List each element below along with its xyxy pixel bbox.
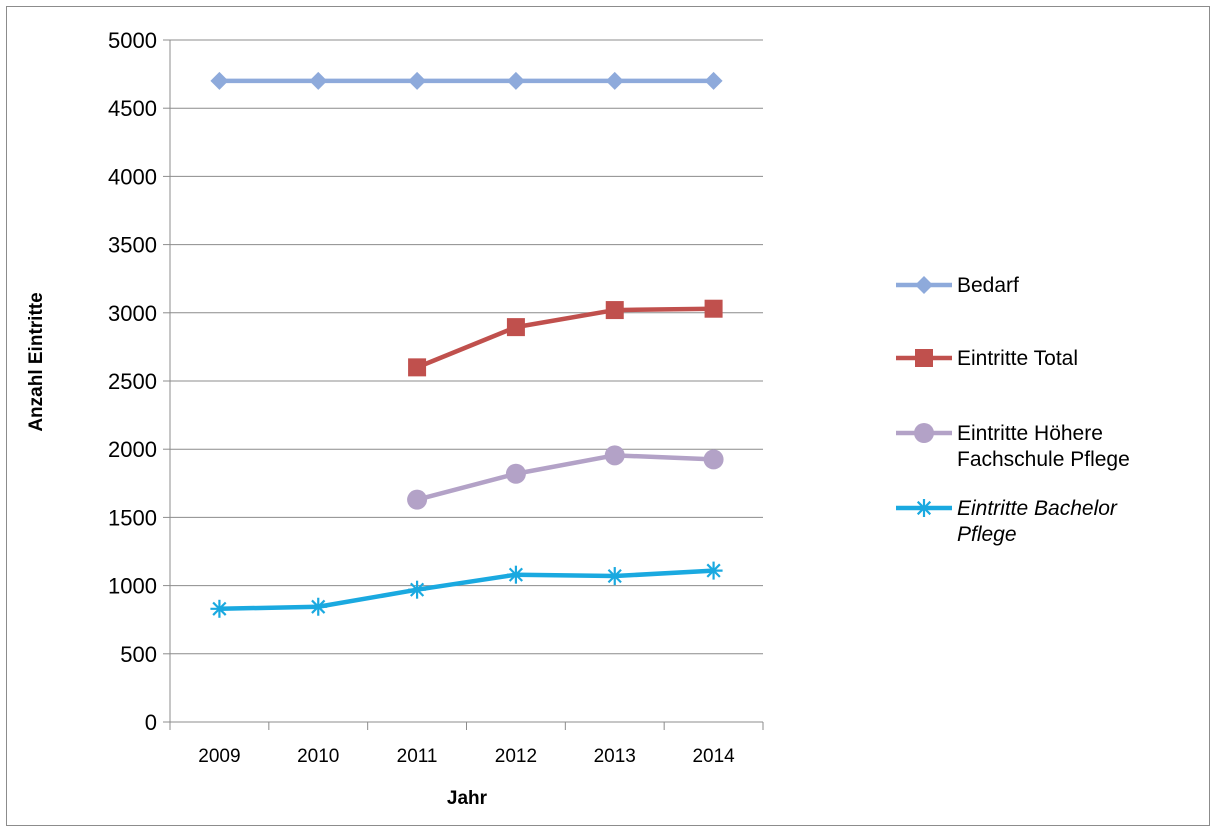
legend-label-line: Fachschule Pflege — [957, 448, 1130, 471]
legend-label: Eintritte Total — [957, 347, 1078, 370]
y-tick-label: 2000 — [108, 437, 157, 462]
legend-label-line: Bedarf — [957, 274, 1019, 297]
legend-item: Eintritte Höhere Fachschule Pflege — [896, 422, 1130, 471]
y-tick-label: 500 — [120, 642, 157, 667]
legend-item: Eintritte Bachelor Pflege — [896, 497, 1118, 546]
legend-item: Eintritte Total — [896, 347, 1078, 370]
y-tick-label: 2500 — [108, 369, 157, 394]
data-point — [704, 71, 723, 90]
grid-lines — [170, 39, 763, 655]
legend-label-line: Eintritte Total — [957, 347, 1078, 370]
y-tick-label: 4000 — [108, 164, 157, 189]
data-point — [605, 71, 624, 90]
data-point — [704, 561, 723, 580]
x-tick-labels: 2009 2010 2011 2012 2013 2014 — [198, 746, 735, 767]
data-point — [408, 71, 427, 90]
data-point — [605, 567, 624, 586]
x-tick-label: 2012 — [495, 746, 537, 767]
data-point — [605, 301, 624, 320]
legend-marker — [915, 349, 933, 367]
legend-marker — [915, 276, 933, 294]
x-tick-label: 2010 — [297, 746, 339, 767]
y-tick-labels: 0 500 1000 1500 2000 2500 3000 3500 4000 4500 5000 — [108, 28, 157, 735]
y-tick-label: 5000 — [108, 28, 157, 53]
legend: Bedarf Eintritte Total Eintritte Höhere Fac… — [896, 274, 1130, 546]
legend-marker — [914, 423, 934, 443]
data-point — [506, 71, 525, 90]
legend-label: Eintritte Höhere Fachschule Pflege — [957, 422, 1130, 471]
legend-item: Bedarf — [896, 274, 1019, 297]
data-point — [703, 449, 724, 470]
data-point — [506, 565, 525, 584]
series-2 — [407, 445, 724, 510]
y-tick-label: 0 — [145, 710, 157, 735]
y-tick-label: 3000 — [108, 301, 157, 326]
data-point — [506, 318, 525, 337]
x-tick-label: 2009 — [198, 746, 240, 767]
data-point — [408, 580, 427, 599]
y-tick-label: 1500 — [108, 505, 157, 530]
series-line — [416, 306, 714, 370]
x-tick-label: 2014 — [692, 746, 735, 767]
axes — [163, 39, 764, 730]
y-axis-label: Anzahl Eintritte — [26, 292, 47, 431]
legend-marker — [915, 499, 933, 517]
data-point — [407, 489, 428, 510]
legend-label-line: Pflege — [957, 523, 1017, 546]
x-axis-label: Jahr — [447, 788, 488, 809]
data-point — [704, 299, 723, 318]
series-group — [210, 71, 724, 618]
series-line — [219, 568, 714, 612]
series-3 — [210, 561, 723, 618]
data-point — [309, 71, 328, 90]
series-0 — [210, 71, 723, 90]
legend-label: Eintritte Bachelor Pflege — [957, 497, 1118, 546]
y-tick-label: 3500 — [108, 233, 157, 258]
data-point — [210, 599, 229, 618]
chart-frame — [6, 6, 1210, 826]
data-point — [408, 358, 427, 377]
legend-label-line: Eintritte Bachelor — [957, 497, 1118, 520]
x-tick-label: 2011 — [397, 746, 438, 767]
y-tick-label: 4500 — [108, 96, 157, 121]
y-tick-label: 1000 — [108, 574, 157, 599]
series-1 — [408, 299, 723, 377]
legend-label-line: Eintritte Höhere — [957, 422, 1103, 445]
data-point — [210, 71, 229, 90]
x-tick-label: 2013 — [594, 746, 636, 767]
data-point — [505, 463, 526, 484]
data-point — [604, 445, 625, 466]
data-point — [309, 597, 328, 616]
legend-label: Bedarf — [957, 274, 1019, 297]
series-line — [416, 453, 714, 502]
